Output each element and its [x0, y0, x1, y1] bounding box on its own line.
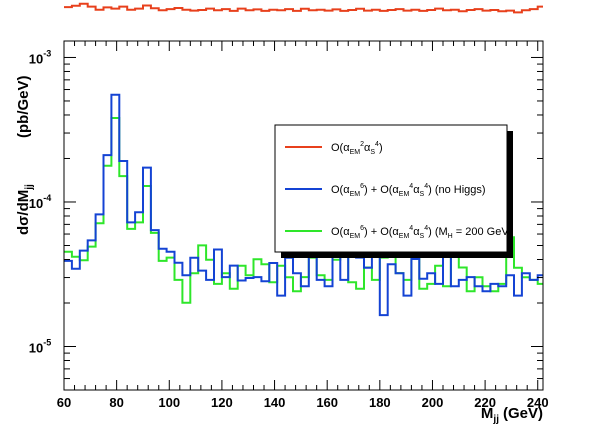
y-tick-label: 10-5 [29, 337, 51, 355]
x-tick-label: 140 [264, 395, 286, 410]
y-axis-label-main: dσ/dM [15, 190, 32, 235]
y-tick-label: 10-4 [29, 193, 51, 211]
x-tick-label: 200 [422, 395, 444, 410]
legend-label-blue: O(αEM6) + O(αEM4αS4) (no Higgs) [331, 183, 486, 198]
x-tick-label: 120 [211, 395, 233, 410]
legend: O(αEM2αS4) O(αEM6) + O(αEM4αS4) (no Higgs… [274, 124, 513, 258]
legend-label-orange: O(αEM2αS4) [331, 141, 383, 156]
x-tick-label: 100 [158, 395, 180, 410]
x-tick-label: 240 [527, 395, 549, 410]
x-tick-label: 160 [316, 395, 338, 410]
x-axis-label-main: M [481, 405, 494, 422]
series-layer [64, 2, 543, 317]
x-axis-label-sub: jj [492, 414, 499, 425]
legend-label-green: O(αEM6) + O(αEM4αS4) (MH = 200 GeV) [331, 225, 512, 240]
x-tick-label: 180 [369, 395, 391, 410]
series-line-blue [64, 93, 543, 317]
x-tick-label: 220 [474, 395, 496, 410]
ticks-layer: 60 80 100 120 140 160 180 200 220 240 10-3 10-4 10-5 [29, 41, 549, 410]
y-axis-label: dσ/dMjj [15, 184, 35, 235]
x-tick-label: 80 [109, 395, 123, 410]
x-axis-label: Mjj (GeV) [481, 405, 543, 425]
x-axis-label-unit: (GeV) [503, 405, 543, 422]
y-axis-unit: (pb/GeV) [15, 75, 32, 138]
legend-entries: O(αEM2αS4) O(αEM6) + O(αEM4αS4) (no Higgs… [285, 141, 512, 240]
y-tick-label: 10-3 [29, 48, 51, 66]
x-tick-label: 60 [57, 395, 71, 410]
series-line-green [64, 117, 543, 304]
series-line-orange [64, 2, 543, 14]
y-axis-label-sub: jj [24, 184, 35, 191]
